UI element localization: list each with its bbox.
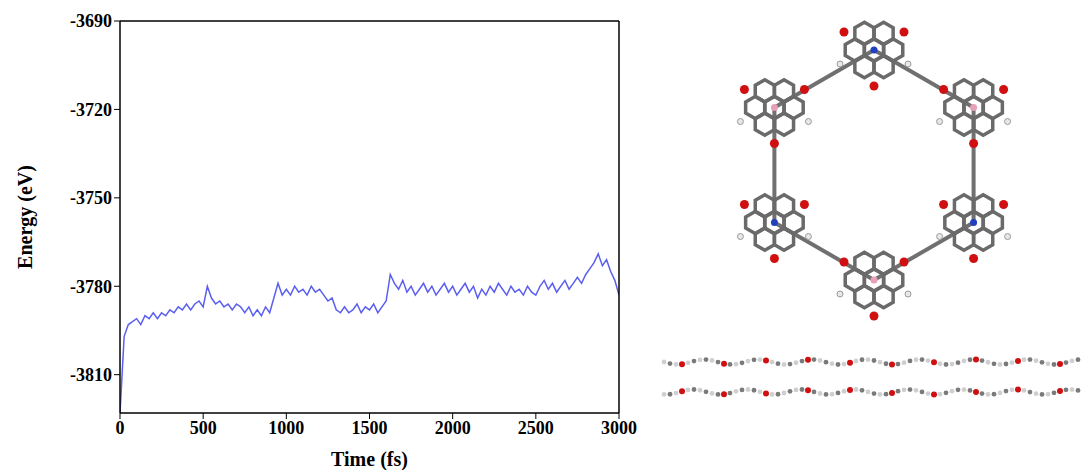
svg-text:-3810: -3810 [70,365,112,385]
svg-text:3000: 3000 [601,418,637,438]
svg-text:Energy (eV): Energy (eV) [14,165,37,269]
svg-text:1000: 1000 [268,418,304,438]
svg-text:-3780: -3780 [70,277,112,297]
svg-text:2000: 2000 [435,418,471,438]
svg-text:2500: 2500 [518,418,554,438]
svg-text:Time (fs): Time (fs) [331,448,408,470]
svg-text:-3690: -3690 [70,11,112,31]
svg-text:0: 0 [116,418,125,438]
svg-text:-3750: -3750 [70,188,112,208]
svg-text:-3720: -3720 [70,100,112,120]
svg-text:500: 500 [190,418,217,438]
svg-text:1500: 1500 [352,418,388,438]
